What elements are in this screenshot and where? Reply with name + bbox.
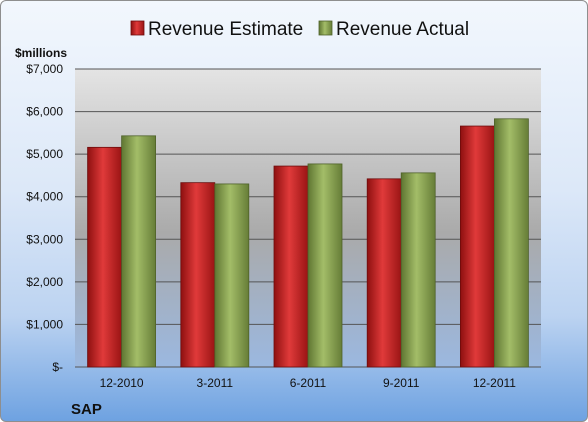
legend-swatch-estimate (130, 20, 145, 36)
bar-revenue-actual (400, 172, 436, 368)
company-label: SAP (71, 401, 102, 418)
bar-revenue-estimate (273, 165, 309, 368)
y-tick-label: $1,000 (26, 317, 63, 331)
bars (87, 118, 529, 368)
bar-revenue-estimate (366, 178, 402, 368)
bar-revenue-actual (214, 183, 250, 368)
x-tick-label: 6-2011 (290, 376, 327, 390)
y-tick-label: $3,000 (26, 232, 63, 246)
legend: Revenue Estimate Revenue Actual (130, 19, 469, 40)
legend-label-estimate: Revenue Estimate (148, 19, 303, 40)
y-tick-label: $7,000 (26, 62, 63, 76)
bar-revenue-actual (121, 135, 156, 368)
legend-label-actual: Revenue Actual (336, 19, 469, 40)
y-tick-label: $5,000 (26, 147, 63, 161)
x-tick-label: 3-2011 (197, 376, 234, 390)
legend-swatch-actual (318, 20, 333, 36)
unit-label: $millions (15, 46, 67, 60)
y-tick-label: $2,000 (26, 275, 63, 289)
y-tick-label: $- (52, 360, 63, 374)
x-axis-tick-labels: 12-2010 3-2011 6-2011 9-2011 12-2011 (100, 376, 517, 390)
bar-revenue-actual (307, 163, 343, 368)
bar-revenue-estimate (180, 182, 216, 368)
y-tick-label: $6,000 (26, 105, 63, 119)
x-tick-label: 9-2011 (383, 376, 420, 390)
bar-revenue-actual (493, 118, 529, 368)
y-tick-label: $4,000 (26, 190, 63, 204)
bar-revenue-estimate (459, 125, 495, 368)
y-axis-tick-labels: $- $1,000 $2,000 $3,000 $4,000 $5,000 $6,000 $7… (26, 62, 63, 374)
x-tick-label: 12-2011 (473, 376, 516, 390)
bar-revenue-estimate (87, 146, 122, 368)
x-tick-label: 12-2010 (100, 376, 144, 390)
